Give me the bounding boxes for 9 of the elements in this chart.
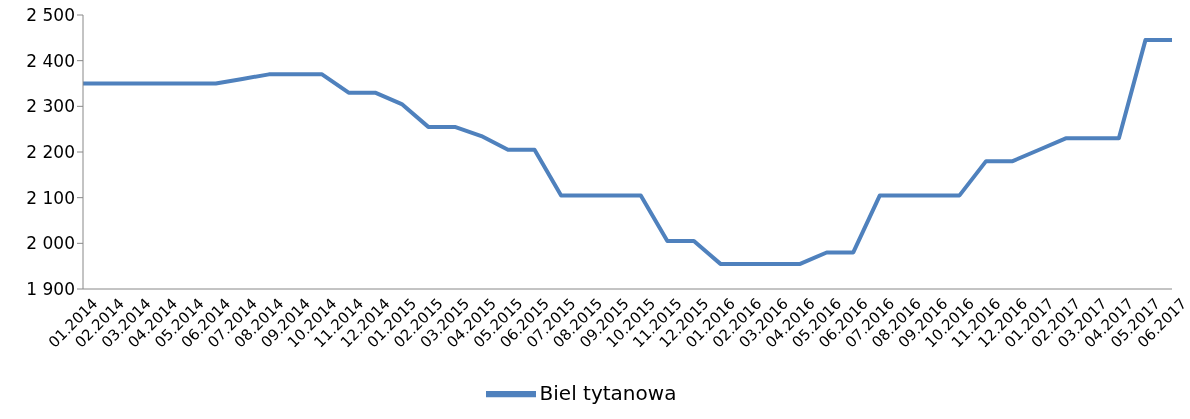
y-tick-label: 2 000 [26, 233, 75, 254]
y-tick-label: 2 200 [26, 142, 75, 163]
legend-label: Biel tytanowa [539, 380, 677, 405]
y-tick-label: 1 900 [26, 279, 75, 300]
line-series [81, 38, 1174, 266]
y-tick-label: 2 300 [26, 96, 75, 117]
y-tick-label: 2 100 [26, 187, 75, 208]
y-tick-label: 2 400 [26, 50, 75, 71]
y-tick-label: 2 500 [26, 5, 75, 26]
